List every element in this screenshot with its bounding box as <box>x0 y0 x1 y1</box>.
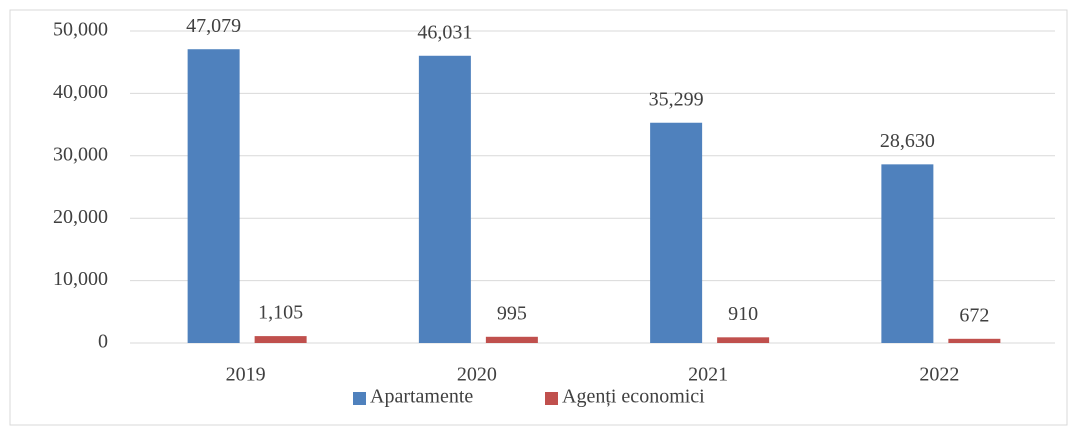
bar <box>485 336 538 343</box>
value-label: 910 <box>728 303 758 325</box>
x-tick-label: 2019 <box>226 364 266 386</box>
legend-swatch <box>545 392 558 405</box>
legend-label: Apartamente <box>370 386 473 408</box>
value-label: 46,031 <box>417 21 472 43</box>
value-label: 47,079 <box>186 15 241 37</box>
bar <box>948 338 1001 343</box>
y-tick-label: 30,000 <box>53 143 108 165</box>
y-tick-label: 10,000 <box>53 268 108 290</box>
bar <box>881 164 934 343</box>
chart-frame <box>9 9 1068 426</box>
bar <box>650 122 703 343</box>
value-label: 28,630 <box>880 130 935 152</box>
legend-label: Agenți economici <box>562 386 705 408</box>
value-label: 1,105 <box>258 302 303 324</box>
x-tick-label: 2022 <box>919 364 959 386</box>
x-tick-label: 2021 <box>688 364 728 386</box>
bar <box>418 55 471 343</box>
bar <box>717 337 770 343</box>
value-label: 995 <box>497 302 527 324</box>
x-tick-label: 2020 <box>457 364 497 386</box>
legend-swatch <box>353 392 366 405</box>
bar <box>187 49 240 343</box>
value-label: 672 <box>959 304 989 326</box>
y-tick-label: 20,000 <box>53 206 108 228</box>
value-label: 35,299 <box>649 88 704 110</box>
y-tick-label: 50,000 <box>53 19 108 41</box>
bar <box>254 336 307 343</box>
y-tick-label: 0 <box>98 331 108 353</box>
y-tick-label: 40,000 <box>53 81 108 103</box>
